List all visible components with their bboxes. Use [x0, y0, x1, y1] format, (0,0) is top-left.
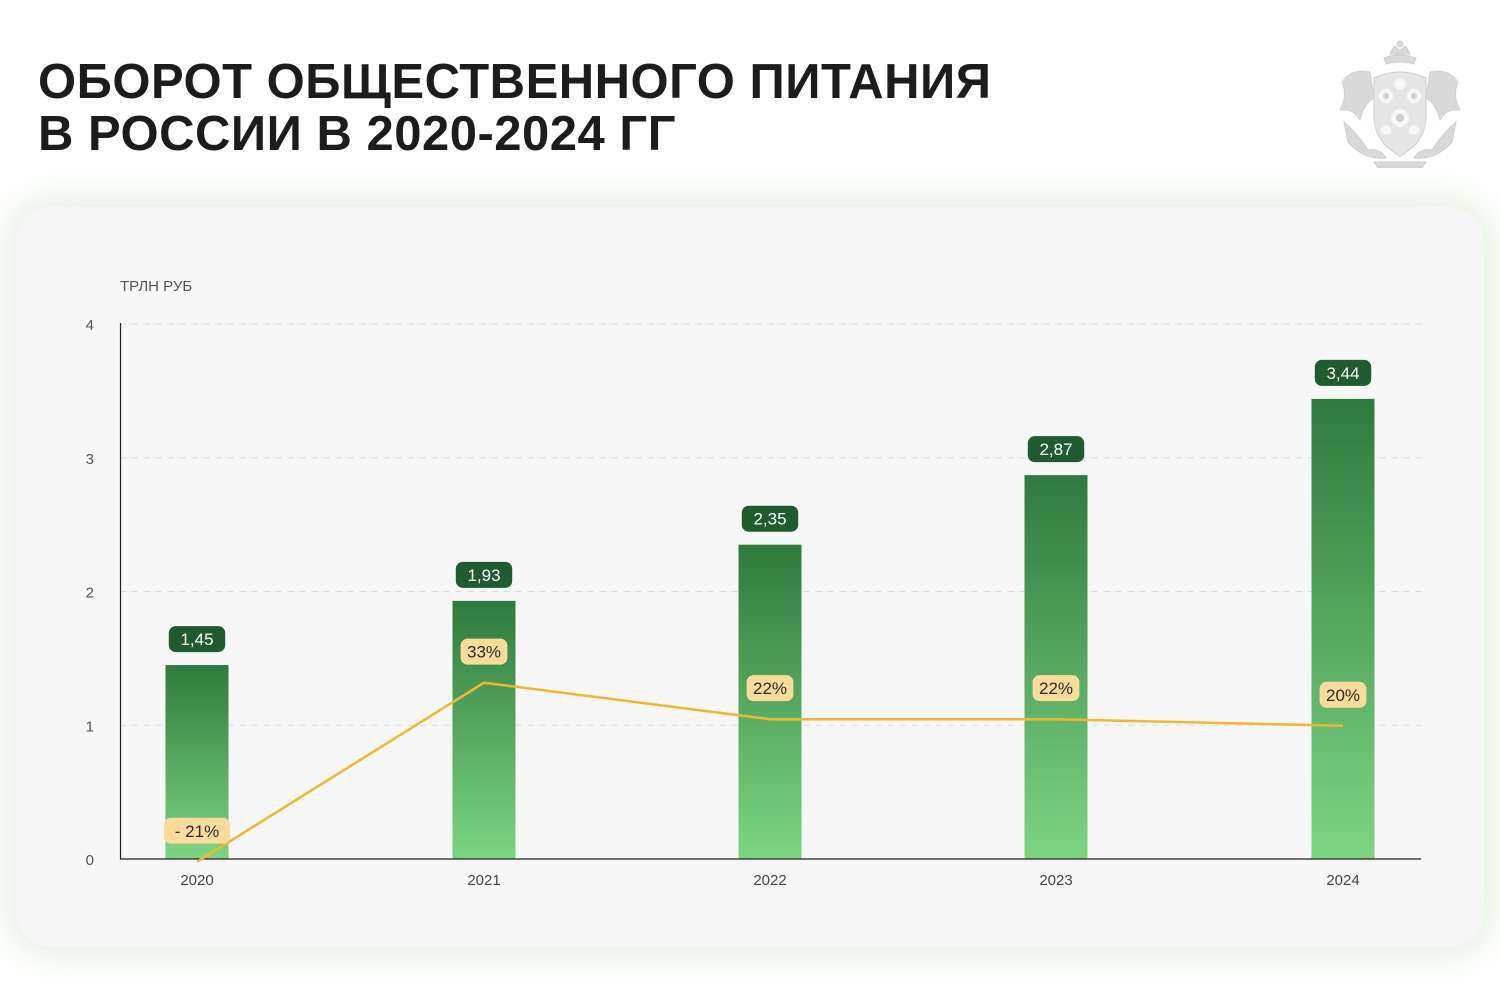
value-label: 1,45 — [168, 626, 226, 653]
value-label-bg — [455, 561, 513, 588]
value-label-text: 2,87 — [1039, 440, 1072, 459]
growth-label: 22% — [746, 675, 794, 702]
growth-label-text: 22% — [753, 679, 787, 698]
x-tick-label: 2023 — [1039, 872, 1072, 889]
y-tick-labels: 0 1 2 3 4 — [86, 317, 94, 869]
growth-label-text: 22% — [1039, 679, 1073, 698]
growth-label-bg — [746, 675, 794, 702]
coat-of-arms-icon — [1339, 40, 1461, 168]
y-tick-label: 0 — [86, 852, 94, 869]
growth-label: 33% — [460, 638, 508, 665]
growth-label: - 21% — [164, 817, 230, 844]
x-tick-label: 2024 — [1326, 872, 1359, 889]
data-labels: 1,45 1,93 2,35 2,87 3,44 - 21% 33% 22% 22% 20% — [164, 359, 1372, 844]
value-label: 1,93 — [455, 561, 513, 588]
bar — [1024, 475, 1088, 859]
title-line-2: В РОССИИ В 2020-2024 ГГ — [38, 107, 676, 161]
growth-label-text: 33% — [467, 643, 501, 662]
bar — [738, 544, 802, 859]
growth-label-bg — [1032, 675, 1080, 702]
value-label-text: 2,35 — [753, 510, 786, 529]
value-label-bg — [741, 505, 799, 532]
x-tick-labels: 2020 2021 2022 2023 2024 — [180, 872, 1359, 889]
value-label: 2,35 — [741, 505, 799, 532]
growth-label-bg — [164, 817, 230, 844]
bars — [165, 398, 1375, 859]
x-tick-label: 2021 — [467, 872, 500, 889]
y-axis-label: ТРЛН РУБ — [120, 278, 192, 295]
value-label-bg — [1027, 436, 1085, 463]
title-line-1: ОБОРОТ ОБЩЕСТВЕННОГО ПИТАНИЯ — [38, 55, 992, 109]
growth-label-bg — [460, 638, 508, 665]
y-tick-label: 3 — [86, 451, 94, 468]
growth-label-text: - 21% — [175, 822, 219, 841]
value-label: 3,44 — [1314, 359, 1372, 386]
growth-label-bg — [1319, 681, 1367, 708]
value-label-text: 3,44 — [1326, 364, 1359, 383]
x-tick-label: 2022 — [753, 872, 786, 889]
page-title: ОБОРОТ ОБЩЕСТВЕННОГО ПИТАНИЯ В РОССИИ В … — [38, 56, 992, 160]
growth-line — [196, 681, 1344, 863]
value-label-bg — [168, 626, 226, 653]
value-label-bg — [1314, 359, 1372, 386]
growth-label: 20% — [1319, 681, 1367, 708]
y-tick-label: 1 — [86, 718, 94, 735]
y-tick-label: 4 — [86, 317, 94, 334]
value-label-text: 1,45 — [180, 630, 213, 649]
x-tick-label: 2020 — [180, 872, 213, 889]
y-tick-label: 2 — [86, 585, 94, 602]
growth-label-text: 20% — [1326, 686, 1360, 705]
value-label-text: 1,93 — [467, 566, 500, 585]
bar — [1311, 398, 1375, 859]
value-label: 2,87 — [1027, 436, 1085, 463]
growth-label: 22% — [1032, 675, 1080, 702]
